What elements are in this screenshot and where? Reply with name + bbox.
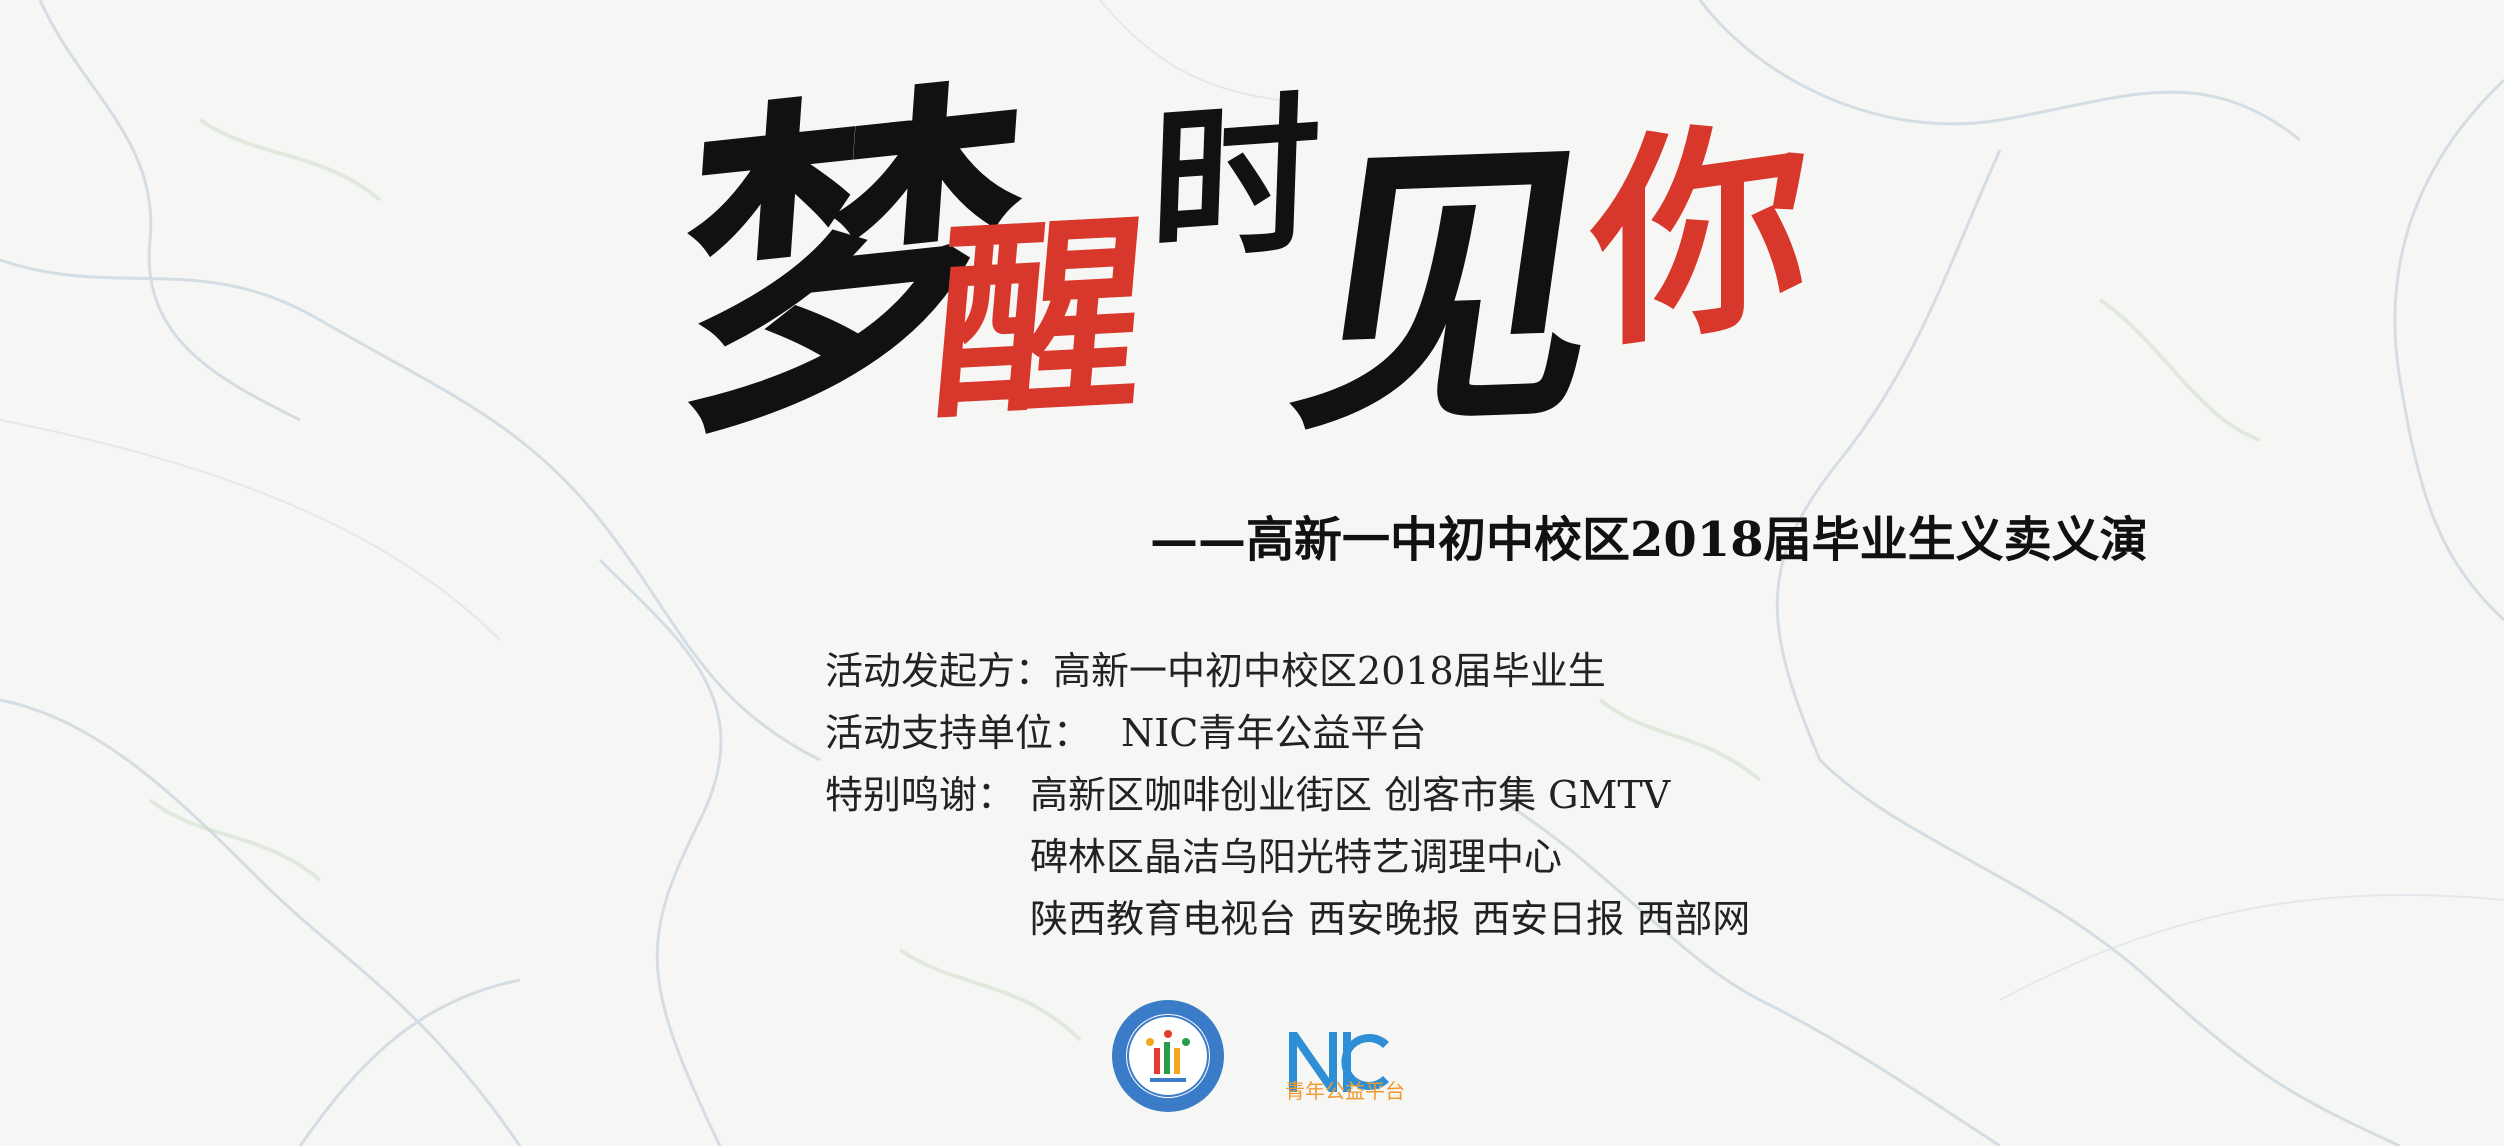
nic-tagline: 青年公益平台 [1285, 1079, 1405, 1103]
title-char-xing: 醒 [924, 189, 1156, 450]
thanks-row-3: 陕西教育电视台 西安晚报 西安日报 西部网 [825, 888, 1750, 950]
subtitle: ——高新一中初中校区2018届毕业生义卖义演 [1150, 512, 2148, 568]
organizer-value: 高新一中初中校区2018届毕业生 [1053, 649, 1606, 693]
thanks-label: 特别鸣谢： [825, 773, 1016, 817]
title-char-ni: 你 [1591, 88, 1809, 381]
thanks-row-2: 碑林区晶洁乌阳光特艺调理中心 [825, 826, 1750, 888]
organizer-row: 活动发起方： 高新一中初中校区2018届毕业生 [825, 640, 1750, 702]
nic-logo-icon [1289, 1032, 1389, 1092]
supporter-value: NIC青年公益平台 [1121, 711, 1427, 755]
event-info: 活动发起方： 高新一中初中校区2018届毕业生 活动支持单位： NIC青年公益平… [825, 640, 1750, 950]
thanks-line-2: 碑林区晶洁乌阳光特艺调理中心 [1030, 835, 1563, 879]
organizer-label: 活动发起方： [825, 649, 1054, 693]
title-char-shi: 时 [1146, 73, 1324, 287]
supporter-row: 活动支持单位： NIC青年公益平台 [825, 702, 1750, 764]
thanks-row: 特别鸣谢： 高新区咖啡创业街区 创客市集 GMTV [825, 764, 1750, 826]
supporter-label: 活动支持单位： [825, 711, 1092, 755]
thanks-line-1: 高新区咖啡创业街区 创客市集 GMTV [1030, 773, 1671, 817]
school-emblem-icon [1112, 1000, 1224, 1112]
title-char-jian: 见 [1275, 106, 1625, 473]
thanks-line-3: 陕西教育电视台 西安晚报 西安日报 西部网 [1030, 897, 1751, 941]
